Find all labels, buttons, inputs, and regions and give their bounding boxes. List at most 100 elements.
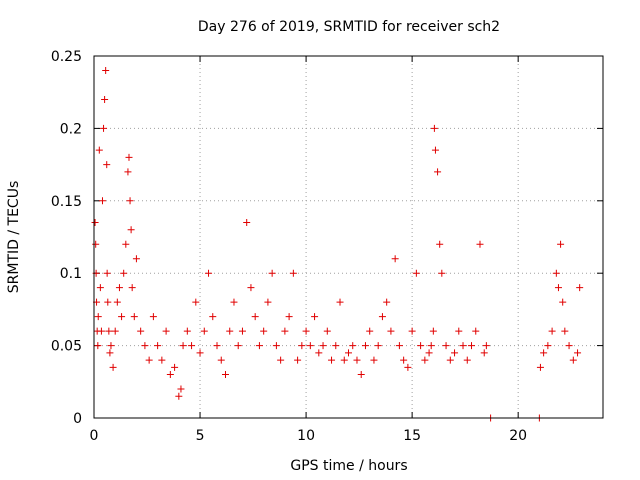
data-point (272, 342, 280, 350)
data-point (103, 161, 111, 169)
data-point (421, 356, 429, 364)
data-point (425, 349, 433, 357)
y-tick-label: 0.25 (51, 49, 82, 65)
data-point (221, 371, 229, 379)
data-point (238, 327, 246, 335)
data-point (171, 363, 179, 371)
data-point (91, 219, 99, 227)
data-point (459, 342, 467, 350)
data-point (122, 240, 130, 248)
data-point (383, 298, 391, 306)
data-point (430, 124, 438, 132)
data-point (436, 240, 444, 248)
data-point (482, 342, 490, 350)
data-point (209, 313, 217, 321)
data-point (315, 349, 323, 357)
data-point (289, 269, 297, 277)
data-point (434, 168, 442, 176)
data-point (124, 168, 132, 176)
data-point (357, 371, 365, 379)
data-point (213, 342, 221, 350)
data-point (111, 327, 119, 335)
data-point (349, 342, 357, 350)
data-point (431, 146, 439, 154)
data-point (205, 269, 213, 277)
data-point (94, 313, 102, 321)
data-point (166, 371, 174, 379)
data-point (294, 356, 302, 364)
data-point (387, 327, 395, 335)
data-point (103, 269, 111, 277)
data-point (97, 327, 105, 335)
data-point (101, 95, 109, 103)
data-point (366, 327, 374, 335)
data-point (302, 327, 310, 335)
data-point (561, 327, 569, 335)
data-point (540, 349, 548, 357)
y-axis-label: SRMTID / TECUs (6, 181, 22, 294)
data-point (370, 356, 378, 364)
data-point (96, 284, 104, 292)
data-point (113, 298, 121, 306)
data-point (395, 342, 403, 350)
data-point (268, 269, 276, 277)
data-point (183, 327, 191, 335)
data-point (251, 313, 259, 321)
data-point (569, 356, 577, 364)
data-point (179, 342, 187, 350)
data-point (361, 342, 369, 350)
data-point (98, 197, 106, 205)
data-point (576, 284, 584, 292)
data-point (391, 255, 399, 263)
data-point (234, 342, 242, 350)
data-point (255, 342, 263, 350)
data-point (141, 342, 149, 350)
data-point (404, 363, 412, 371)
data-point (412, 269, 420, 277)
data-point (243, 219, 251, 227)
data-point (285, 313, 293, 321)
data-point (149, 313, 157, 321)
plot-border (93, 55, 604, 419)
data-point (107, 342, 115, 350)
data-point (378, 313, 386, 321)
data-point (554, 284, 562, 292)
data-point (102, 66, 110, 74)
data-point (95, 146, 103, 154)
data-point (109, 363, 117, 371)
data-point (177, 385, 185, 393)
x-tick-labels: 0 5 10 15 20 (90, 428, 528, 444)
data-point (100, 124, 108, 132)
x-tick-label: 10 (297, 428, 315, 444)
data-point (374, 342, 382, 350)
data-point (115, 284, 123, 292)
data-point (132, 255, 140, 263)
data-point (104, 298, 112, 306)
data-point (332, 342, 340, 350)
data-point (298, 342, 306, 350)
data-point (196, 349, 204, 357)
data-point (417, 342, 425, 350)
data-point (154, 342, 162, 350)
data-point (400, 356, 408, 364)
data-point (311, 313, 319, 321)
data-point (120, 269, 128, 277)
data-point (451, 349, 459, 357)
data-point (192, 298, 200, 306)
data-point (559, 298, 567, 306)
y-tick-label: 0.1 (60, 266, 82, 282)
data-point (92, 240, 100, 248)
data-point (328, 356, 336, 364)
data-point (106, 349, 114, 357)
data-point (438, 269, 446, 277)
data-point (574, 349, 582, 357)
y-tick-label: 0 (73, 411, 82, 427)
data-point (345, 349, 352, 357)
data-point (472, 327, 480, 335)
data-point (130, 313, 138, 321)
data-point (94, 342, 102, 350)
data-point (427, 342, 435, 350)
data-point (552, 269, 560, 277)
y-tick-labels: 0 0.05 0.1 0.15 0.2 0.25 (51, 49, 82, 427)
